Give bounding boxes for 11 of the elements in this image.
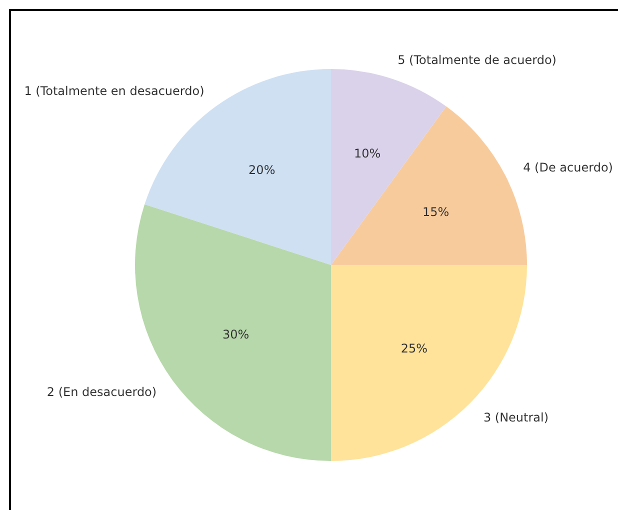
data-label: 20% [248,163,276,178]
slice-label: 2 (En desacuerdo) [46,384,157,399]
data-label: 25% [400,341,428,356]
data-label: 10% [354,146,381,160]
slice-label: 4 (De acuerdo) [523,160,613,174]
slice-label: 5 (Totalmente de acuerdo) [398,53,556,68]
data-label: 15% [422,204,450,219]
pie-slice [331,69,446,265]
data-label: 30% [222,327,250,342]
slice-label: 3 (Neutral) [483,410,549,425]
slice-label: 1 (Totalmente en desacuerdo) [24,84,204,98]
